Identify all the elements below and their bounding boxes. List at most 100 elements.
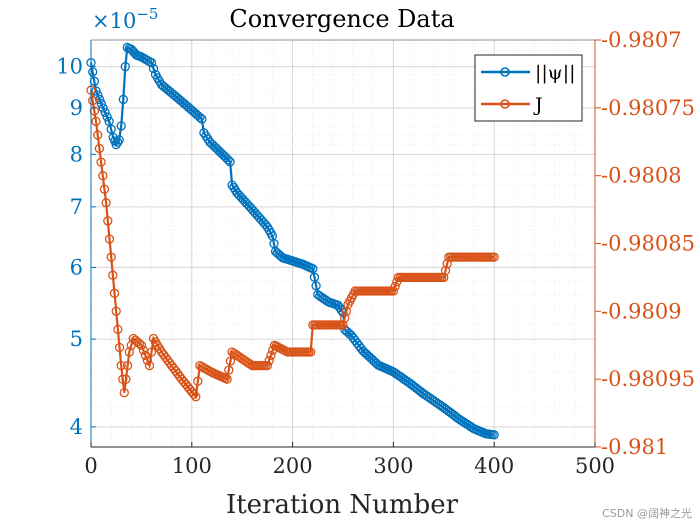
left-tick-label: 6: [70, 255, 83, 279]
series-point-j: [99, 184, 110, 194]
series-point-j: [222, 374, 232, 384]
x-tick-label: 0: [84, 454, 97, 478]
series-point-j: [94, 143, 105, 154]
left-tick-label: 4: [70, 415, 83, 439]
legend-label-j: J: [533, 94, 543, 116]
series-point-j: [338, 320, 348, 330]
series-point-j: [122, 360, 133, 371]
series-point-j: [224, 365, 234, 375]
series-point-j: [91, 116, 101, 127]
legend-marker-j: [500, 99, 510, 109]
series-line-psi: [89, 45, 495, 436]
series-point-j: [121, 374, 131, 384]
left-tick-label: 7: [70, 195, 83, 219]
watermark: CSDN @阔神之光: [602, 506, 692, 520]
series-point-j: [116, 360, 126, 371]
x-axis-label: Iteration Number: [226, 490, 459, 520]
series-point-j: [114, 342, 125, 353]
x-tick-label: 300: [373, 454, 413, 478]
series-point-psi: [195, 112, 205, 122]
series-point-j: [89, 106, 100, 116]
x-tick-label: 200: [273, 454, 313, 478]
right-tick-label: -0.9809: [601, 299, 682, 323]
series-point-j: [266, 350, 276, 361]
right-tick-label: -0.9807: [601, 28, 682, 52]
series-point-j: [111, 306, 121, 316]
left-tick-label: 10: [56, 55, 83, 79]
series-point-j: [119, 388, 129, 398]
series-point-j: [118, 374, 128, 384]
legend-box: [474, 54, 583, 122]
series-point-j: [489, 252, 499, 262]
series-point-j: [189, 389, 199, 399]
series-j: [86, 85, 499, 402]
series-point-psi: [118, 94, 128, 105]
series-psi: [86, 42, 499, 440]
legend: ||ψ|| J: [474, 54, 583, 122]
series-point-psi: [489, 430, 499, 440]
x-tick-label: 400: [474, 454, 514, 478]
series-point-j: [341, 306, 352, 316]
series-point-psi: [111, 139, 121, 150]
series-point-psi: [197, 114, 207, 124]
series-point-psi: [93, 90, 103, 100]
series-point-j: [96, 157, 106, 167]
series-point-psi: [311, 281, 321, 291]
series-point-psi: [88, 67, 98, 77]
series-point-psi: [106, 124, 116, 134]
series-point-psi: [225, 157, 235, 167]
series-point-psi: [96, 99, 106, 109]
series-point-psi: [94, 94, 105, 105]
series-point-psi: [336, 305, 346, 315]
series-point-j: [191, 392, 201, 402]
series-point-j: [388, 286, 399, 296]
left-axis-exponent: ×10−5: [92, 5, 158, 33]
series-point-j: [103, 216, 113, 226]
left-tick-label: 9: [70, 96, 83, 120]
series-point-j: [144, 360, 155, 371]
series-point-j: [108, 270, 118, 280]
series-point-j: [104, 234, 115, 244]
series-point-j: [134, 338, 145, 349]
series-point-j: [340, 313, 350, 323]
series-group: [86, 42, 499, 440]
series-point-j: [88, 95, 98, 106]
series-point-psi: [309, 272, 320, 282]
right-tick-label: -0.9808: [601, 164, 682, 188]
series-point-j: [225, 356, 236, 366]
series-point-j: [124, 347, 134, 357]
legend-label-psi: ||ψ||: [535, 62, 576, 84]
series-point-psi: [148, 63, 159, 74]
right-tick-label: -0.98075: [601, 96, 695, 120]
series-point-j: [440, 265, 451, 276]
series-point-j: [146, 347, 157, 357]
series-point-psi: [98, 103, 108, 113]
series-point-j: [306, 347, 316, 357]
legend-marker-psi: [500, 67, 510, 77]
x-tick-label: 500: [575, 454, 615, 478]
series-point-j: [109, 288, 120, 298]
left-tick-label: 8: [70, 142, 83, 166]
series-point-j: [390, 281, 400, 292]
exponent-base: ×10: [92, 9, 136, 33]
series-point-j: [106, 252, 116, 262]
series-point-j: [193, 376, 203, 386]
series-point-psi: [89, 76, 100, 86]
exponent-power: −5: [136, 5, 158, 23]
series-point-psi: [114, 135, 124, 145]
series-point-psi: [120, 61, 130, 72]
series-point-j: [101, 198, 111, 208]
series-point-j: [142, 355, 153, 366]
series-point-j: [439, 272, 449, 283]
series-point-psi: [116, 121, 126, 131]
x-tick-label: 100: [172, 454, 212, 478]
series-point-j: [98, 171, 108, 181]
right-tick-label: -0.98095: [601, 367, 695, 391]
right-tick-label: -0.98085: [601, 232, 695, 256]
series-point-psi: [102, 112, 112, 122]
left-tick-label: 5: [70, 327, 83, 351]
right-tick-label: -0.981: [601, 435, 668, 459]
series-point-j: [264, 355, 274, 366]
series-point-j: [136, 340, 147, 350]
